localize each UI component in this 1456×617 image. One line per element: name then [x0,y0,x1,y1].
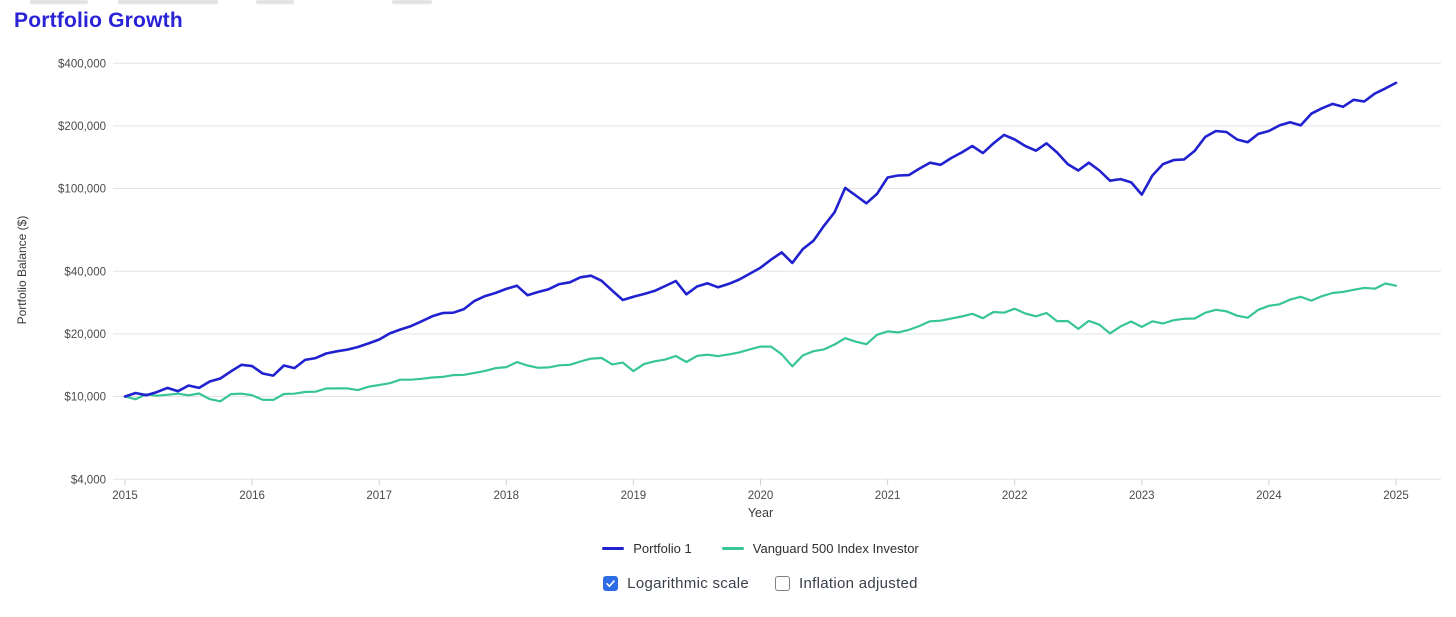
clipped-text-remnant [392,0,432,4]
x-tick-label: 2016 [239,490,265,502]
legend-label: Portfolio 1 [633,541,692,556]
check-icon [606,580,615,588]
inflation-adjusted-option[interactable]: Inflation adjusted [775,575,918,592]
clipped-text-remnant [30,0,88,4]
y-tick-label: $200,000 [58,121,106,133]
checkbox-label[interactable]: Logarithmic scale [627,575,749,592]
clipped-text-remnant [256,0,294,4]
x-tick-label: 2024 [1256,490,1282,502]
x-tick-label: 2018 [494,490,520,502]
chart-legend: Portfolio 1 Vanguard 500 Index Investor [125,541,1396,556]
checkbox-label[interactable]: Inflation adjusted [799,575,918,592]
y-tick-label: $40,000 [64,266,106,278]
x-tick-label: 2023 [1129,490,1155,502]
x-tick-label: 2022 [1002,490,1028,502]
legend-swatch-vanguard-500 [721,547,744,550]
page-title: Portfolio Growth [14,9,183,32]
x-axis-title: Year [747,506,774,520]
chart-controls: Logarithmic scale Inflation adjusted [125,575,1396,592]
legend-item-portfolio-1[interactable]: Portfolio 1 [602,541,692,556]
y-tick-label: $20,000 [64,329,106,341]
y-tick-label: $100,000 [58,184,106,196]
y-tick-label: $4,000 [71,474,106,486]
legend-swatch-portfolio-1 [602,547,625,550]
x-tick-label: 2021 [875,490,901,502]
y-tick-label: $400,000 [58,58,106,70]
series-line-portfolio-1 [123,81,1398,398]
series-line-vanguard-500-index-investor [123,282,1398,403]
y-tick-label: $10,000 [64,392,106,404]
x-tick-label: 2020 [748,490,774,502]
logarithmic-scale-checkbox[interactable] [603,576,619,591]
clipped-text-remnant [118,0,218,4]
y-axis-title: Portfolio Balance ($) [15,215,29,325]
x-tick-label: 2019 [621,490,647,502]
x-tick-label: 2017 [366,490,392,502]
legend-label: Vanguard 500 Index Investor [752,541,919,556]
legend-item-vanguard-500[interactable]: Vanguard 500 Index Investor [721,541,919,556]
inflation-adjusted-checkbox[interactable] [775,576,790,591]
chart-canvas[interactable]: $400,000 $200,000 $100,000 $40,000 $20,000 $1… [0,0,1456,530]
x-tick-label: 2025 [1383,490,1409,502]
logarithmic-scale-option[interactable]: Logarithmic scale [603,575,749,592]
x-tick-label: 2015 [112,490,138,502]
